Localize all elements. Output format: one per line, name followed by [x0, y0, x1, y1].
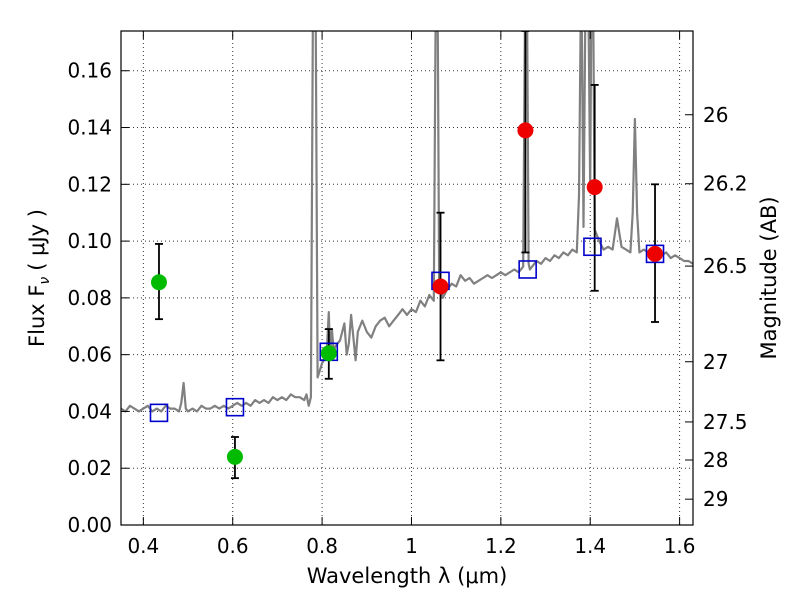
grid-lines	[121, 31, 693, 526]
y-tick-labels: 0.00 0.02 0.04 0.06 0.08 0.10 0.12 0.14 0.16	[67, 59, 112, 537]
y-tick-label: 0.08	[67, 286, 112, 310]
y-tick-label: 0.12	[67, 172, 112, 196]
y-axis-label-unit: ( μJy )	[25, 209, 49, 271]
y-tick-label: 0.06	[67, 343, 112, 367]
y-tick-label: 0.00	[67, 513, 112, 537]
model-photometry-square	[149, 403, 169, 423]
y2-tick-label: 26.5	[703, 254, 748, 278]
model-photometry-square	[645, 244, 665, 264]
y2-tick-labels: 26 26.2 26.5 27 27.5 28 29	[703, 103, 748, 511]
y2-tick-label: 26.2	[703, 172, 748, 196]
x-tick-label: 1.2	[485, 534, 517, 558]
plot-frame	[120, 30, 694, 526]
model-photometry-square	[225, 397, 245, 417]
y2-tick-label: 27.5	[703, 410, 748, 434]
y-axis-label-subscript: ν	[37, 277, 53, 285]
y-tick-label: 0.04	[67, 399, 112, 423]
y-tick-label: 0.16	[67, 59, 112, 83]
x-tick-label: 1.6	[664, 534, 696, 558]
observed-red-point	[432, 278, 449, 295]
y2-axis-label: Magnitude (AB)	[757, 196, 781, 359]
model-photometry-points	[149, 237, 665, 423]
observed-green-point	[226, 448, 243, 465]
model-photometry-square	[583, 237, 602, 257]
x-axis-label: Wavelength λ (μm)	[307, 564, 508, 588]
observed-red-point	[647, 245, 664, 262]
y-tick-label: 0.10	[67, 229, 112, 253]
observed-red-point	[517, 122, 534, 139]
y2-tick-label: 26	[703, 103, 728, 127]
y2-tick-label: 28	[703, 448, 728, 472]
x-tick-label: 1	[405, 534, 418, 558]
x-tick-label: 1.4	[574, 534, 606, 558]
observed-green-point	[150, 274, 167, 291]
model-spectrum-layer	[121, 31, 693, 413]
model-photometry-square	[518, 260, 537, 279]
observed-green-point	[320, 345, 337, 362]
y2-tick-label: 27	[703, 350, 728, 374]
y-axis-label: Flux Fν ( μJy )	[25, 209, 53, 347]
x-tick-label: 0.6	[217, 534, 249, 558]
x-tick-label: 0.8	[306, 534, 338, 558]
y2-tick-label: 29	[703, 487, 728, 511]
observed-red-point	[586, 179, 603, 196]
x-tick-label: 0.4	[127, 534, 159, 558]
model-spectrum-line	[121, 31, 693, 413]
observed-points	[150, 122, 664, 465]
y-tick-label: 0.14	[67, 116, 112, 140]
y-axis-label-text: Flux F	[25, 285, 49, 347]
axis-ticks	[121, 31, 693, 526]
x-tick-labels: 0.4 0.6 0.8 1 1.2 1.4 1.6	[127, 534, 695, 558]
y-tick-label: 0.02	[67, 456, 112, 480]
